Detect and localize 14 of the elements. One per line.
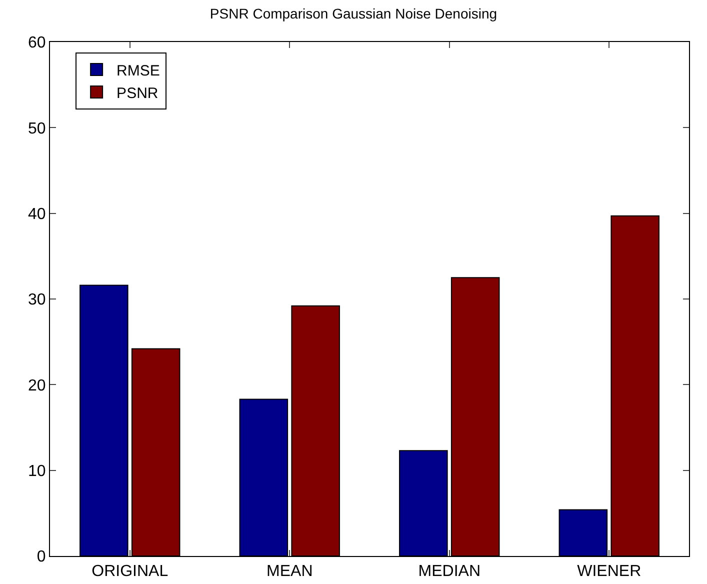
y-tick-label: 30 [28,292,46,309]
x-tick-label: ORIGINAL [92,563,168,580]
legend-label: PSNR [116,84,158,102]
x-tick-label: WIENER [577,563,642,580]
y-tick-label: 10 [28,462,46,480]
y-tick-label: 50 [28,120,46,138]
x-tick-label: MEDIAN [418,563,480,580]
legend-label: RMSE [116,62,160,80]
y-tick-label: 0 [36,548,46,566]
y-tick-label: 20 [28,377,46,394]
x-tick-label: MEAN [266,563,313,580]
y-tick-label: 40 [28,206,46,223]
y-tick-label: 60 [28,34,46,52]
chart-title: PSNR Comparison Gaussian Noise Denoising [210,6,498,22]
